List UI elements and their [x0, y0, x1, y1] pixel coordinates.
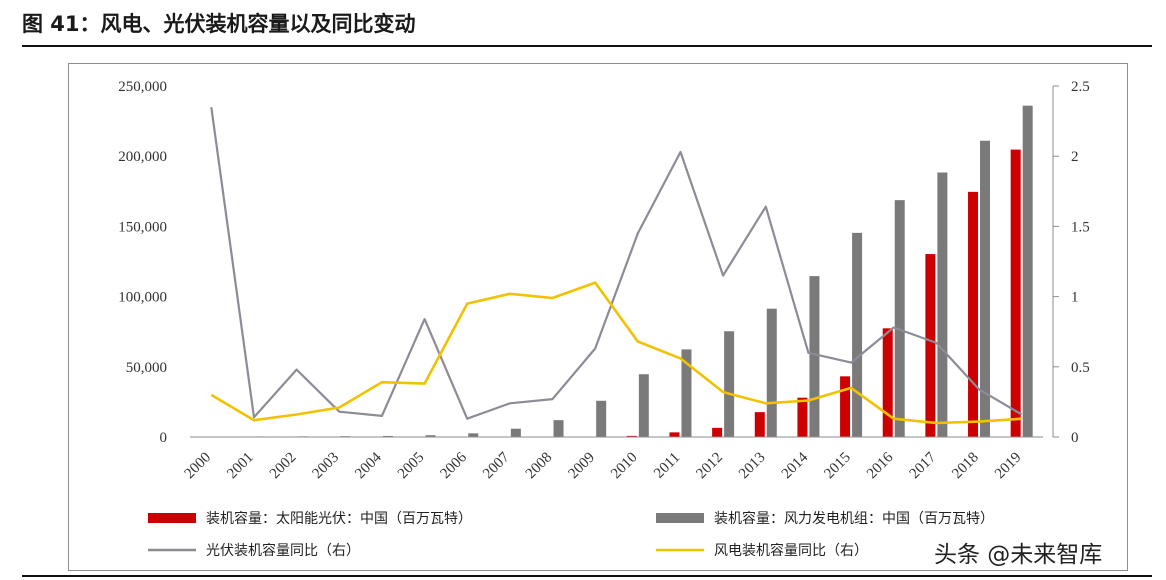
- x-tick-label: 2001: [224, 450, 257, 483]
- solar-bar: [797, 397, 808, 437]
- right-tick-label: 2.5: [1071, 79, 1090, 95]
- wind-bar: [937, 172, 948, 438]
- wind-bar: [894, 200, 905, 437]
- wind-bar: [596, 400, 607, 437]
- left-tick-label: 0: [160, 430, 168, 446]
- x-tick-label: 2009: [565, 450, 598, 483]
- wind-bar: [724, 331, 735, 437]
- wind-bar: [638, 374, 649, 437]
- wind-yoy-line: [210, 281, 1022, 425]
- x-tick-label: 2015: [821, 450, 854, 483]
- solar-bar: [669, 432, 680, 437]
- solar-bar: [754, 412, 765, 437]
- legend-swatch: [148, 513, 196, 523]
- wind-bar: [852, 232, 863, 437]
- solar-bar: [712, 427, 723, 437]
- solar-bar: [1010, 149, 1021, 437]
- x-tick-label: 2019: [992, 450, 1025, 483]
- title-rule: [22, 45, 1152, 47]
- x-tick-label: 2011: [651, 450, 683, 482]
- solar-bar: [968, 191, 979, 437]
- solar-bar: [840, 376, 851, 437]
- x-tick-label: 2004: [352, 449, 385, 482]
- wind-bar: [980, 140, 991, 438]
- x-tick-label: 2006: [438, 449, 471, 482]
- wind-bar: [382, 435, 393, 437]
- solar-yoy-line: [210, 106, 1023, 420]
- x-tick-label: 2014: [779, 449, 812, 482]
- left-tick-label: 200,000: [118, 149, 167, 165]
- legend-label: 装机容量：太阳能光伏：中国（百万瓦特）: [206, 510, 472, 527]
- x-tick-label: 2000: [182, 450, 215, 483]
- right-tick-label: 0: [1071, 430, 1079, 446]
- wind-bar: [1022, 105, 1033, 437]
- legend: 装机容量：太阳能光伏：中国（百万瓦特） 装机容量：风力发电机组：中国（百万瓦特） 光…: [148, 510, 994, 559]
- x-tick-label: 2016: [864, 449, 897, 482]
- left-tick-label: 150,000: [118, 219, 167, 235]
- x-tick-label: 2007: [480, 449, 513, 482]
- watermark: 头条 @未来智库: [934, 542, 1103, 568]
- wind-bar: [510, 428, 521, 437]
- legend-label: 光伏装机容量同比（右）: [206, 542, 360, 559]
- x-tick-label: 2018: [949, 450, 982, 483]
- right-tick-label: 2: [1071, 149, 1079, 165]
- x-tick-label: 2008: [523, 450, 556, 483]
- bottom-rule: [22, 575, 1152, 577]
- left-tick-label: 100,000: [118, 290, 167, 306]
- solar-bar: [626, 435, 637, 437]
- solar-bar: [925, 254, 936, 437]
- chart-frame: [68, 63, 1128, 571]
- left-tick-label: 250,000: [118, 79, 167, 95]
- right-tick-label: 0.5: [1071, 360, 1090, 376]
- figure-title: 图 41：风电、光伏装机容量以及同比变动: [22, 12, 416, 36]
- wind-bar: [681, 349, 692, 437]
- x-tick-label: 2012: [693, 450, 726, 483]
- x-tick-label: 2005: [395, 450, 428, 483]
- x-tick-label: 2010: [608, 450, 641, 483]
- lines-layer: [210, 106, 1023, 425]
- right-tick-label: 1: [1071, 290, 1079, 306]
- left-tick-label: 50,000: [126, 360, 167, 376]
- x-tick-label: 2002: [267, 450, 300, 483]
- bars-layer: [200, 105, 1033, 438]
- wind-bar: [766, 308, 777, 437]
- x-tick-label: 2003: [310, 450, 343, 483]
- legend-swatch: [656, 513, 704, 523]
- wind-bar: [553, 420, 564, 437]
- wind-bar: [809, 276, 820, 437]
- legend-label: 装机容量：风力发电机组：中国（百万瓦特）: [714, 510, 994, 527]
- wind-bar: [468, 433, 479, 437]
- legend-label: 风电装机容量同比（右）: [714, 542, 868, 559]
- x-tick-label: 2013: [736, 450, 769, 483]
- wind-bar: [425, 435, 436, 437]
- solar-bar: [882, 328, 893, 437]
- right-tick-label: 1.5: [1071, 219, 1090, 235]
- x-tick-label: 2017: [907, 449, 940, 482]
